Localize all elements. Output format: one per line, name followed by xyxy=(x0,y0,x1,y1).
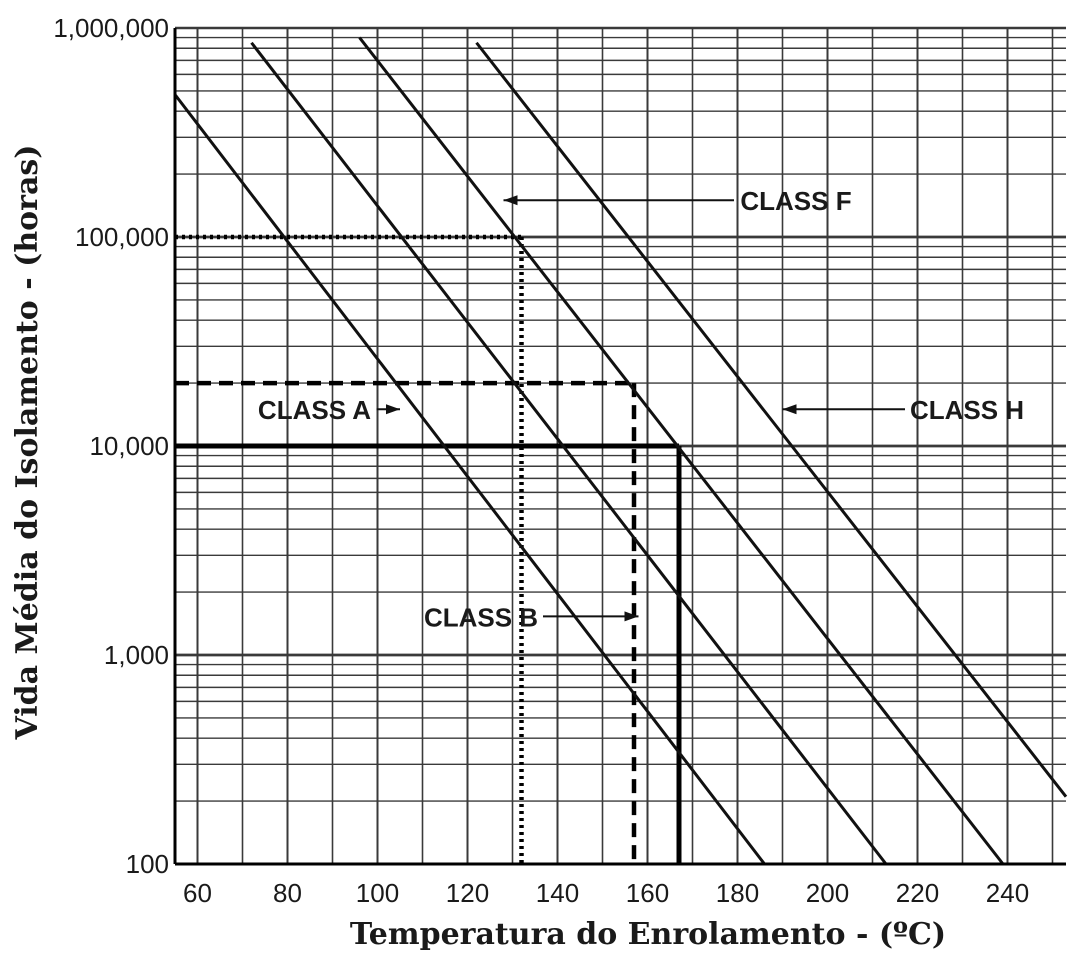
axes xyxy=(173,28,1066,866)
x-tick-label: 60 xyxy=(183,878,212,908)
annotations: CLASS F CLASS A CLASS H CLASS B xyxy=(258,186,1024,632)
y-axis-label: Vida Média do Isolamento - (horas) xyxy=(10,145,45,741)
y-tick-label: 1,000 xyxy=(104,640,169,670)
annotation-arrowhead xyxy=(782,404,797,415)
annotation-arrowhead xyxy=(503,195,518,206)
x-tick-label: 220 xyxy=(896,878,939,908)
x-tick-label: 240 xyxy=(986,878,1029,908)
grid xyxy=(175,26,1066,866)
x-axis-label: Temperatura do Enrolamento - (ºC) xyxy=(350,917,946,952)
annotation-arrowhead xyxy=(624,611,639,622)
x-tick-label: 80 xyxy=(273,878,302,908)
tick-labels: 60 80 100 120 140 160 180 200 220 240 100 1,000 10,0… xyxy=(53,13,1029,908)
series-line-class-a xyxy=(173,93,766,865)
series-line-class-f xyxy=(358,36,1005,865)
series-line-class-h xyxy=(475,41,1068,798)
reference-lines xyxy=(175,234,682,864)
x-tick-label: 200 xyxy=(806,878,849,908)
y-tick-label: 100 xyxy=(126,849,169,879)
y-tick-label: 100,000 xyxy=(75,222,169,252)
annotation-arrowhead xyxy=(386,404,400,415)
annotation-label-class-h: CLASS H xyxy=(910,395,1024,425)
annotation-label-class-a: CLASS A xyxy=(258,395,371,425)
x-tick-label: 120 xyxy=(446,878,489,908)
annotation-label-class-f: CLASS F xyxy=(740,186,851,216)
y-tick-label: 1,000,000 xyxy=(53,13,169,43)
x-tick-label: 100 xyxy=(356,878,399,908)
y-tick-label: 10,000 xyxy=(89,431,169,461)
annotation-label-class-b: CLASS B xyxy=(424,602,538,632)
x-tick-label: 140 xyxy=(536,878,579,908)
x-tick-label: 180 xyxy=(716,878,759,908)
series-lines xyxy=(173,36,1068,865)
series-line-class-b xyxy=(250,41,888,865)
x-tick-label: 160 xyxy=(626,878,669,908)
